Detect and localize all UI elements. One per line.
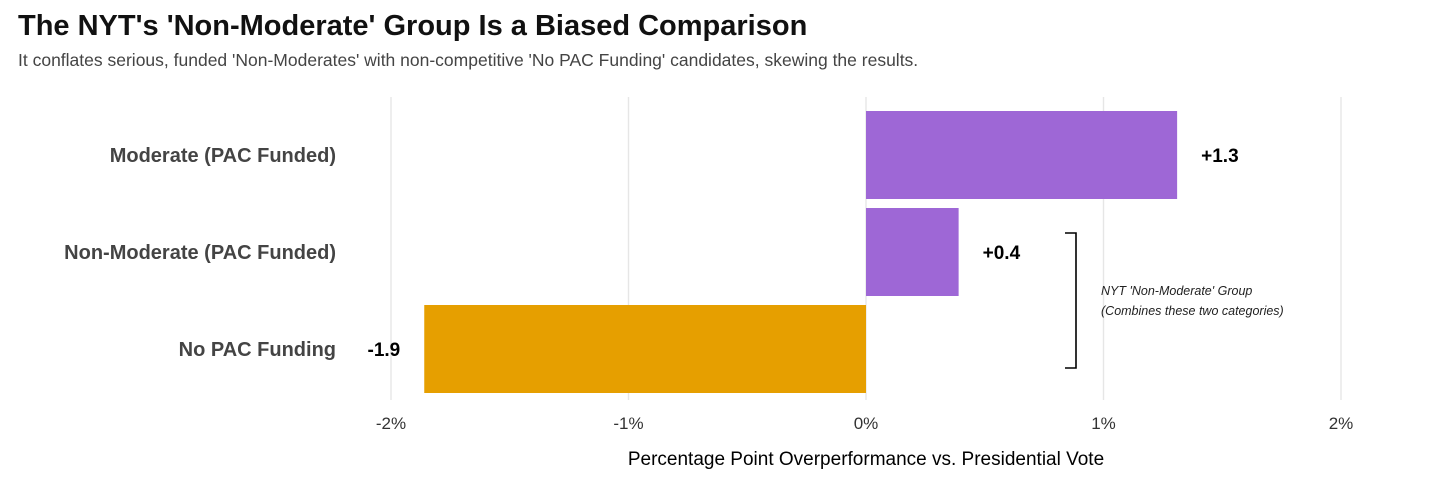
category-label: Non-Moderate (PAC Funded): [64, 242, 336, 264]
annotation-bracket: [1065, 232, 1077, 369]
x-tick-label: 0%: [854, 414, 879, 433]
bar: [424, 305, 866, 393]
chart-subtitle: It conflates serious, funded 'Non-Modera…: [18, 50, 919, 70]
bar: [866, 208, 959, 296]
labels: -2% -1% 0% 1% 2% Moderate (PAC Funded) +1.3 Non…: [64, 145, 1353, 433]
x-tick-label: -2%: [376, 414, 406, 433]
value-label: +0.4: [983, 243, 1021, 264]
annotation: NYT 'Non-Moderate' Group (Combines these …: [1065, 232, 1284, 369]
chart-title: The NYT's 'Non-Moderate' Group Is a Bias…: [18, 10, 808, 42]
bar: [866, 111, 1178, 199]
x-tick-label: 1%: [1091, 414, 1116, 433]
value-label: +1.3: [1201, 146, 1239, 167]
value-label: -1.9: [368, 340, 401, 361]
annotation-line-2: (Combines these two categories): [1101, 304, 1284, 318]
category-label: No PAC Funding: [179, 339, 336, 361]
category-label: Moderate (PAC Funded): [110, 145, 336, 167]
x-tick-label: 2%: [1329, 414, 1354, 433]
x-axis-title: Percentage Point Overperformance vs. Pre…: [628, 449, 1104, 470]
annotation-line-1: NYT 'Non-Moderate' Group: [1101, 284, 1252, 298]
x-tick-label: -1%: [613, 414, 643, 433]
bars: [424, 111, 1178, 393]
